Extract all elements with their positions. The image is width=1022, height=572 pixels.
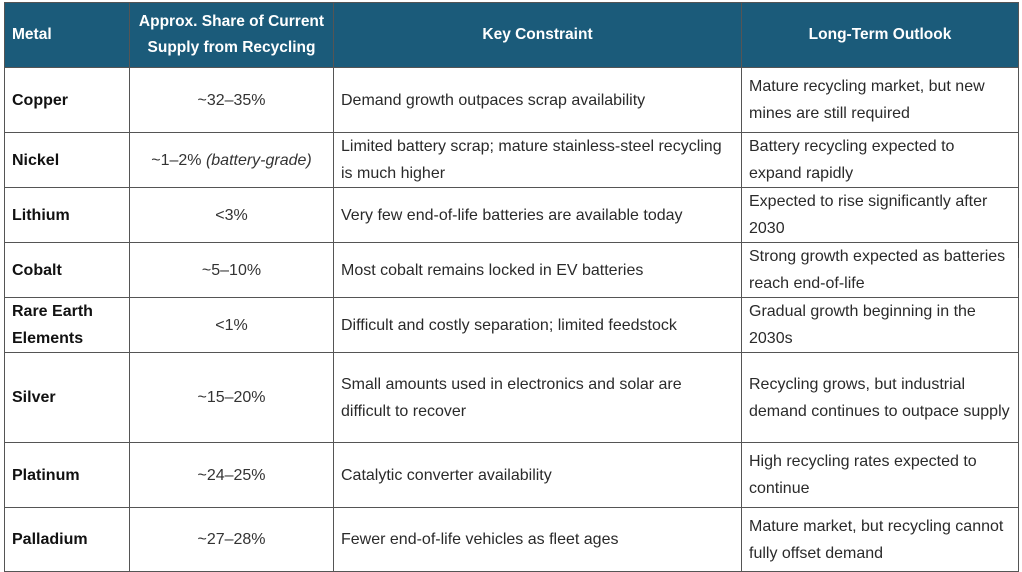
table-body: Copper ~32–35% Demand growth outpaces sc… (4, 67, 1019, 572)
recycling-share: ~15–20% (129, 352, 334, 443)
metal-name: Copper (4, 67, 130, 133)
recycling-table-container: Metal Approx. Share of Current Supply fr… (4, 2, 1019, 572)
recycling-share: <3% (129, 187, 334, 243)
recycling-share: ~27–28% (129, 507, 334, 572)
share-value: <1% (215, 316, 248, 334)
long-term-outlook: Mature market, but recycling cannot full… (741, 507, 1019, 572)
metal-name: Platinum (4, 442, 130, 508)
table-row: Nickel ~1–2% (battery-grade) Limited bat… (4, 132, 1019, 188)
recycling-share: ~1–2% (battery-grade) (129, 132, 334, 188)
header-row: Metal Approx. Share of Current Supply fr… (4, 2, 1019, 68)
metal-name: Silver (4, 352, 130, 443)
metal-name: Rare Earth Elements (4, 297, 130, 353)
key-constraint: Catalytic converter availability (333, 442, 742, 508)
header-key-constraint: Key Constraint (333, 2, 742, 68)
recycling-share: ~32–35% (129, 67, 334, 133)
metal-name: Lithium (4, 187, 130, 243)
long-term-outlook: Strong growth expected as batteries reac… (741, 242, 1019, 298)
key-constraint: Most cobalt remains locked in EV batteri… (333, 242, 742, 298)
long-term-outlook: Recycling grows, but industrial demand c… (741, 352, 1019, 443)
table-row: Copper ~32–35% Demand growth outpaces sc… (4, 67, 1019, 133)
share-value: <3% (215, 206, 248, 224)
table-row: Lithium <3% Very few end-of-life batteri… (4, 187, 1019, 243)
recycling-share: ~5–10% (129, 242, 334, 298)
share-note: (battery-grade) (205, 151, 312, 169)
long-term-outlook: Battery recycling expected to expand rap… (741, 132, 1019, 188)
share-value: ~1–2% (151, 151, 202, 169)
header-long-term-outlook: Long-Term Outlook (741, 2, 1019, 68)
key-constraint: Limited battery scrap; mature stainless-… (333, 132, 742, 188)
table-row: Palladium ~27–28% Fewer end-of-life vehi… (4, 507, 1019, 572)
long-term-outlook: Gradual growth beginning in the 2030s (741, 297, 1019, 353)
table-row: Platinum ~24–25% Catalytic converter ava… (4, 442, 1019, 508)
key-constraint: Demand growth outpaces scrap availabilit… (333, 67, 742, 133)
key-constraint: Small amounts used in electronics and so… (333, 352, 742, 443)
share-value: ~15–20% (197, 389, 266, 406)
text-cursor (1018, 240, 1019, 258)
metal-recycling-table: Metal Approx. Share of Current Supply fr… (4, 2, 1019, 572)
share-value: ~5–10% (201, 261, 262, 279)
metal-name: Nickel (4, 132, 130, 188)
metal-name: Palladium (4, 507, 130, 572)
recycling-share: <1% (129, 297, 334, 353)
long-term-outlook: Mature recycling market, but new mines a… (741, 67, 1019, 133)
share-value: ~27–28% (197, 531, 266, 548)
long-term-outlook: Expected to rise significantly after 203… (741, 187, 1019, 243)
recycling-share: ~24–25% (129, 442, 334, 508)
key-constraint: Fewer end-of-life vehicles as fleet ages (333, 507, 742, 572)
header-recycling-share: Approx. Share of Current Supply from Rec… (129, 2, 334, 68)
table-row: Rare Earth Elements <1% Difficult and co… (4, 297, 1019, 353)
share-value: ~24–25% (197, 466, 266, 484)
key-constraint: Difficult and costly separation; limited… (333, 297, 742, 353)
share-value: ~32–35% (197, 91, 266, 109)
long-term-outlook: High recycling rates expected to continu… (741, 442, 1019, 508)
key-constraint: Very few end-of-life batteries are avail… (333, 187, 742, 243)
table-row: Silver ~15–20% Small amounts used in ele… (4, 352, 1019, 443)
table-header: Metal Approx. Share of Current Supply fr… (4, 2, 1019, 68)
table-row: Cobalt ~5–10% Most cobalt remains locked… (4, 242, 1019, 298)
header-metal: Metal (4, 2, 130, 68)
metal-name: Cobalt (4, 242, 130, 298)
